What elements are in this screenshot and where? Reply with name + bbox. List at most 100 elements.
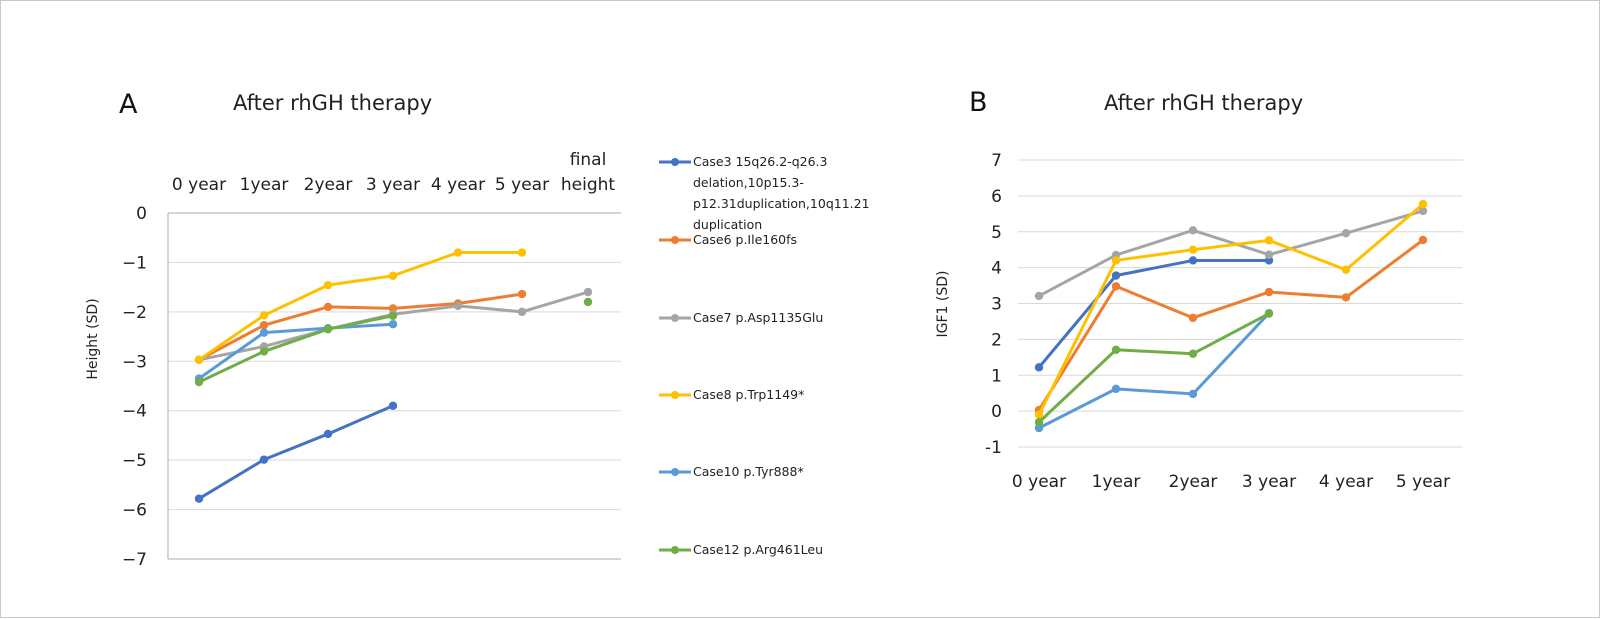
panel-b-y-tick-label: 2 (991, 330, 1002, 350)
panel-b-point-case12 (1188, 349, 1198, 358)
panel-a-y-tick-label: −3 (122, 352, 147, 372)
legend-item-case10: Case10 p.Tyr888* (659, 464, 804, 479)
legend: Case3 15q26.2-q26.3 delation,10p15.3-p12.… (659, 154, 870, 557)
panel-b-point-case8 (1111, 256, 1121, 265)
panel-b-series-case8 (1034, 199, 1428, 419)
panel-a-point-case8 (323, 280, 333, 290)
panel-b-point-case3 (1188, 256, 1198, 265)
panel-b-point-case7 (1341, 228, 1351, 238)
panel-a-x-tick-label: 4 year (431, 175, 485, 195)
panel-a-point-case12 (583, 297, 593, 307)
panel-b-point-case8 (1341, 265, 1351, 274)
panel-a-y-tick-label: −7 (122, 550, 147, 570)
panel-a-line-case8 (197, 251, 524, 362)
legend-label: Case12 p.Arg461Leu (693, 542, 823, 557)
panel-b-point-case8 (1034, 410, 1044, 419)
panel-a-y-tick-label: −2 (122, 303, 147, 323)
panel-a-y-axis-label: Height (SD) (85, 298, 101, 379)
panel-b-point-case7 (1188, 226, 1198, 235)
panel-a-point-case3 (323, 429, 333, 439)
panel-a-point-case8 (194, 355, 204, 365)
panel-b-x-tick-label: 1year (1092, 472, 1141, 492)
panel-a-point-case12 (323, 324, 333, 334)
panel-b-x-tick-label: 3 year (1242, 472, 1296, 492)
panel-b-point-case12 (1111, 345, 1121, 354)
panel-a-title: After rhGH therapy (233, 91, 432, 115)
panel-a-y-tick-label: −6 (122, 501, 147, 521)
panel-a-point-case7 (583, 287, 593, 297)
legend-item-case8: Case8 p.Trp1149* (659, 387, 804, 402)
panel-b-y-tick-label: 7 (991, 151, 1002, 171)
panel-b-y-axis-label: IGF1 (SD) (935, 271, 951, 338)
panel-a-point-case8 (517, 248, 527, 257)
panel-b-y-tick-label: 3 (991, 295, 1002, 315)
panel-b-point-case6 (1418, 235, 1428, 245)
panel-a-line-case10 (197, 322, 395, 381)
panel-a-line-case12 (197, 314, 395, 384)
panel-a-point-case8 (453, 248, 463, 257)
panel-a-letter: A (119, 89, 138, 120)
legend-swatch-marker (671, 236, 679, 244)
panel-a-point-case7 (453, 301, 463, 311)
panel-b-point-case8 (1188, 245, 1198, 254)
panel-b-series-case6 (1034, 235, 1428, 415)
legend-swatch-marker (671, 158, 679, 166)
panel-b-x-tick-label: 0 year (1012, 472, 1066, 492)
panel-a-point-case12 (388, 311, 398, 321)
panel-b-series-case3 (1034, 256, 1274, 372)
panel-a-series (194, 248, 593, 503)
panel-b-point-case3 (1034, 363, 1044, 372)
panel-a-point-case10 (259, 328, 269, 337)
panel-a-y-tick-label: 0 (136, 204, 147, 224)
panel-b-point-case6 (1111, 282, 1121, 291)
panel-b-point-case3 (1111, 271, 1121, 280)
panel-a-point-case7 (517, 307, 527, 317)
panel-a-x-tick-label: 1year (240, 175, 289, 195)
panel-a-line-case6 (197, 292, 524, 362)
legend-item-case7: Case7 p.Asp1135Glu (659, 310, 823, 325)
panel-a-series-case8 (194, 248, 527, 365)
legend-swatch-marker (671, 314, 679, 322)
panel-b-point-case10 (1034, 423, 1044, 433)
legend-label: Case8 p.Trp1149* (693, 387, 804, 402)
panel-b-y-tick-label: 5 (991, 223, 1002, 243)
panel-b-series (1034, 199, 1428, 433)
legend-swatch-marker (671, 546, 679, 554)
panel-b-point-case8 (1418, 199, 1428, 209)
panel-b-y-tick-label: 6 (991, 187, 1002, 207)
legend-item-case12: Case12 p.Arg461Leu (659, 542, 823, 557)
panel-a-point-case3 (259, 455, 269, 464)
panel-b-x-tick-label: 4 year (1319, 472, 1373, 492)
panel-b-line-case3 (1037, 258, 1271, 369)
panel-b-y-tick-label: 0 (991, 402, 1002, 422)
panel-b-y-ticks: 7 6 5 4 3 2 1 0 -1 (985, 151, 1002, 458)
panel-a-y-tick-label: −4 (122, 402, 147, 422)
panel-a-gridlines (167, 212, 621, 560)
panel-b-point-case10 (1111, 384, 1121, 394)
panel-b-x-tick-label: 2year (1169, 472, 1218, 492)
panel-b-point-case7 (1264, 250, 1274, 259)
panel-b-point-case10 (1188, 389, 1198, 399)
panel-b-series-case12 (1034, 309, 1274, 427)
panel-a-point-case6 (323, 302, 333, 312)
panel-a-point-case3 (388, 401, 398, 410)
panel-b-point-case6 (1264, 287, 1274, 297)
panel-b-y-tick-label: -1 (985, 438, 1002, 458)
legend-item-case3: Case3 15q26.2-q26.3 delation,10p15.3-p12.… (659, 154, 870, 232)
panel-b-line-case6 (1037, 238, 1425, 412)
panel-a-series-case12 (194, 297, 593, 387)
panel-a-point-case6 (259, 321, 269, 330)
panel-b-series-case7 (1034, 206, 1428, 301)
legend-label: Case10 p.Tyr888* (693, 464, 804, 479)
legend-swatch-marker (671, 468, 679, 476)
panel-b-point-case6 (1188, 313, 1198, 323)
panel-b-title: After rhGH therapy (1104, 91, 1303, 115)
panel-b-y-tick-label: 1 (991, 366, 1002, 386)
panel-a-point-case3 (194, 494, 204, 503)
panel-a-y-tick-label: −1 (122, 253, 147, 273)
panel-a-x-tick-label: 3 year (366, 175, 420, 195)
panel-a-point-case6 (388, 304, 398, 313)
panel-a-x-tick-label: final height (561, 150, 616, 195)
legend-swatch-marker (671, 391, 679, 399)
